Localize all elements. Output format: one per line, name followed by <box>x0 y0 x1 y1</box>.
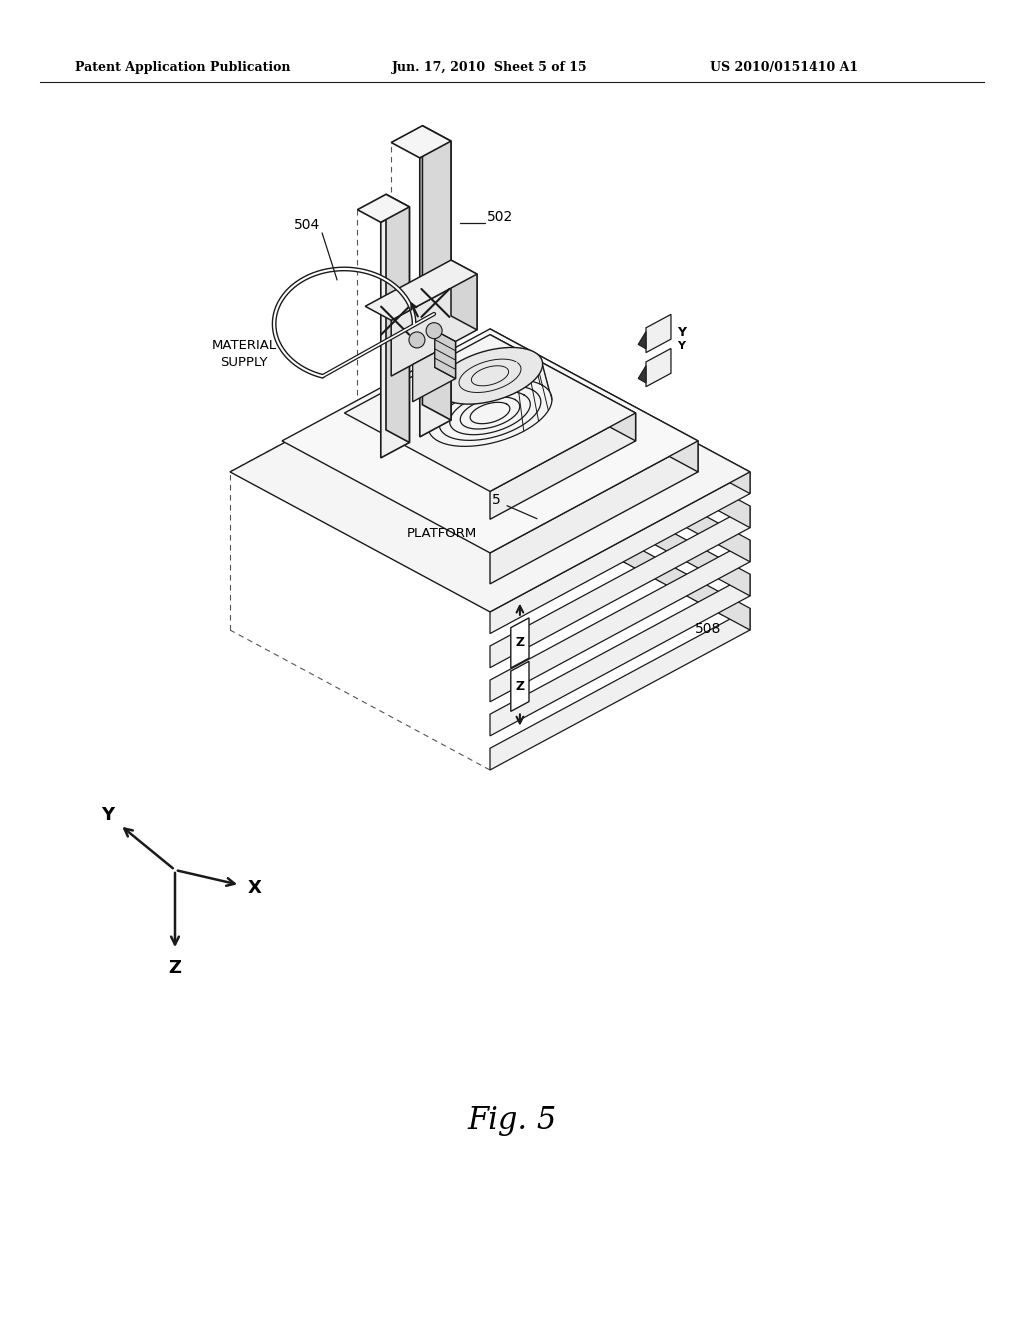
Text: Z: Z <box>169 960 181 977</box>
Circle shape <box>426 322 442 339</box>
Polygon shape <box>638 366 646 383</box>
Polygon shape <box>413 342 456 401</box>
Polygon shape <box>490 540 750 702</box>
Text: Jun. 17, 2010  Sheet 5 of 15: Jun. 17, 2010 Sheet 5 of 15 <box>392 62 588 74</box>
Polygon shape <box>410 294 420 318</box>
Polygon shape <box>490 469 750 630</box>
Polygon shape <box>490 441 698 583</box>
Polygon shape <box>437 347 543 404</box>
Text: 508: 508 <box>695 622 721 635</box>
Text: 504: 504 <box>294 218 321 232</box>
Polygon shape <box>344 334 636 491</box>
Polygon shape <box>451 260 477 330</box>
Polygon shape <box>490 413 636 519</box>
Polygon shape <box>230 331 750 612</box>
Polygon shape <box>490 400 750 562</box>
Polygon shape <box>423 125 451 420</box>
Polygon shape <box>638 331 646 348</box>
Polygon shape <box>391 125 451 158</box>
Text: Y: Y <box>677 326 686 339</box>
Text: Fig. 5: Fig. 5 <box>467 1105 557 1135</box>
Circle shape <box>409 331 425 348</box>
Text: MATERIAL
SUPPLY: MATERIAL SUPPLY <box>212 339 276 370</box>
Polygon shape <box>381 207 410 458</box>
Polygon shape <box>282 329 698 553</box>
Polygon shape <box>490 331 750 494</box>
Text: X: X <box>248 879 262 898</box>
Polygon shape <box>490 574 750 737</box>
Polygon shape <box>435 330 456 379</box>
Polygon shape <box>646 314 671 352</box>
Polygon shape <box>490 366 750 528</box>
Text: 5: 5 <box>492 492 501 507</box>
Text: Z: Z <box>515 680 524 693</box>
Polygon shape <box>386 194 410 442</box>
Polygon shape <box>391 275 477 376</box>
Text: Patent Application Publication: Patent Application Publication <box>75 62 291 74</box>
Polygon shape <box>511 618 529 668</box>
Polygon shape <box>490 471 750 634</box>
Polygon shape <box>420 141 451 437</box>
Polygon shape <box>646 348 671 387</box>
Polygon shape <box>366 260 477 321</box>
Polygon shape <box>490 329 698 471</box>
Text: 502: 502 <box>487 210 513 224</box>
Text: Y: Y <box>677 342 685 351</box>
Polygon shape <box>357 194 410 222</box>
Text: US 2010/0151410 A1: US 2010/0151410 A1 <box>710 62 858 74</box>
Polygon shape <box>511 661 529 711</box>
Text: PLATFORM: PLATFORM <box>407 527 477 540</box>
Polygon shape <box>490 434 750 595</box>
Polygon shape <box>490 506 750 668</box>
Text: Y: Y <box>101 807 115 824</box>
Polygon shape <box>490 609 750 770</box>
Text: Z: Z <box>515 636 524 649</box>
Polygon shape <box>490 334 636 441</box>
